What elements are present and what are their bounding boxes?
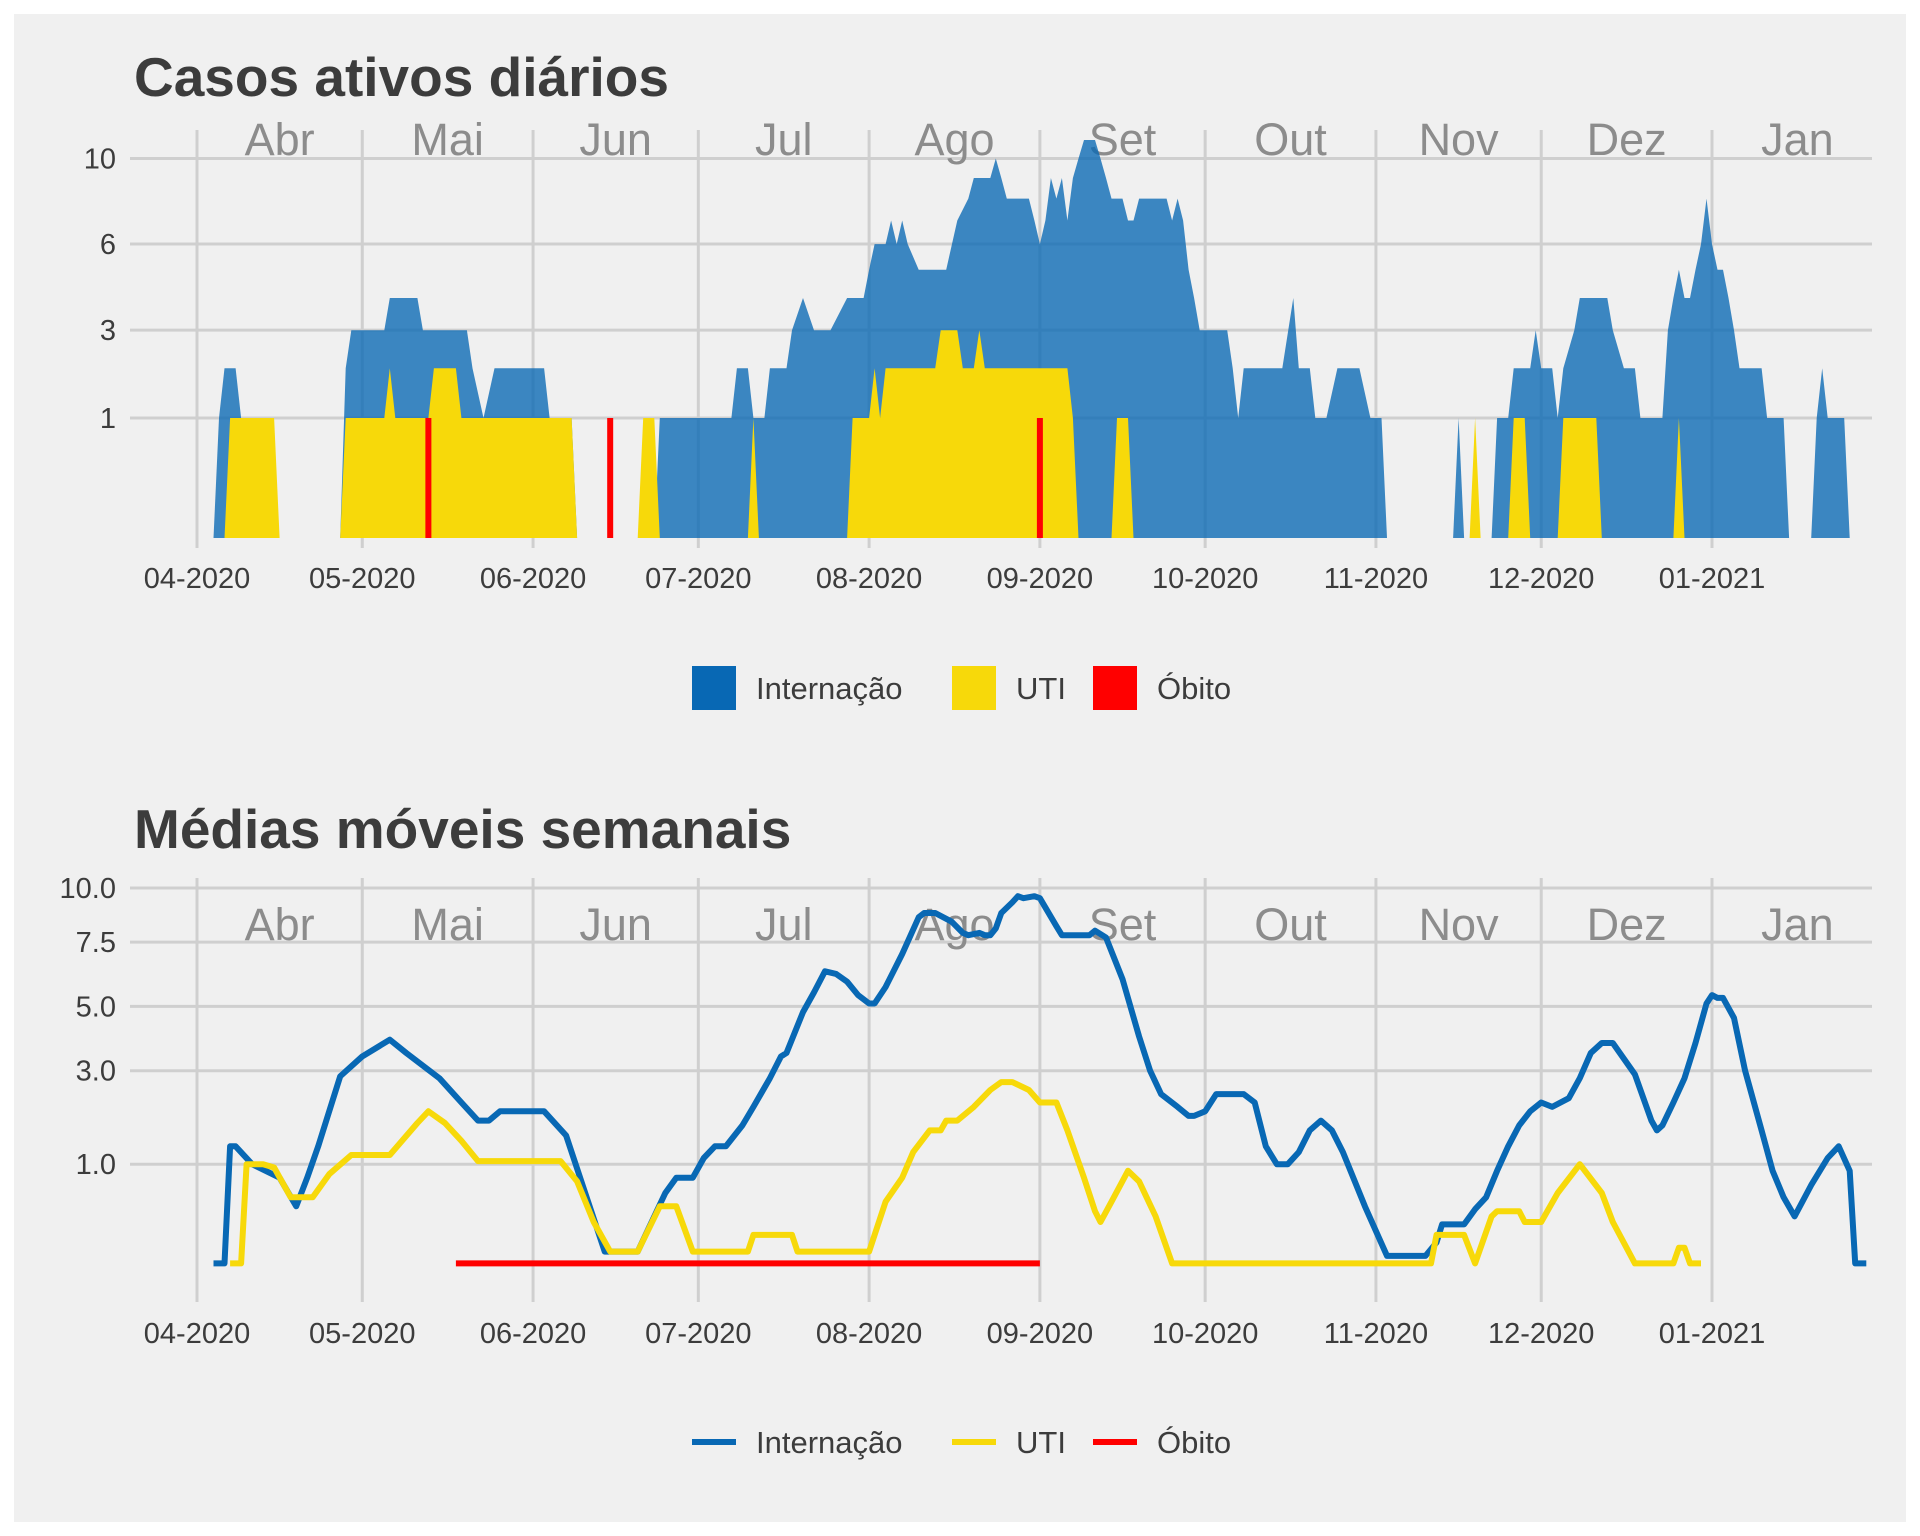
month-label: Abr <box>245 899 315 950</box>
series-uti-area <box>1508 418 1531 538</box>
x-tick-label: 01-2021 <box>1659 563 1765 595</box>
month-label: Dez <box>1587 114 1667 165</box>
chart-panel-weekly: Médias móveis semanais Abr Mai Jun Jul Ago Se… <box>60 798 1872 1460</box>
legend-label: Internação <box>756 1425 903 1460</box>
legend: Internação UTI Óbito <box>692 1425 1231 1460</box>
month-label: Dez <box>1587 899 1667 950</box>
chart-title: Casos ativos diários <box>134 46 669 108</box>
series-obito-bar <box>607 417 614 538</box>
x-tick-label: 10-2020 <box>1152 563 1258 595</box>
series-uti-area <box>747 418 759 538</box>
x-tick-label: 06-2020 <box>480 563 586 595</box>
chart-title: Médias móveis semanais <box>134 798 791 860</box>
month-labels: Abr Mai Jun Jul Ago Set Out Nov Dez Jan <box>245 114 1834 165</box>
series-uti-area <box>1469 418 1481 538</box>
legend-swatch <box>1093 666 1137 710</box>
series-internacao-area <box>1811 368 1850 538</box>
y-tick-labels: 1.0 3.0 5.0 7.5 10.0 <box>60 873 116 1181</box>
y-tick-label: 6 <box>100 229 116 261</box>
month-label: Mai <box>411 899 484 950</box>
series-uti-line <box>230 1079 1701 1267</box>
x-tick-labels: 04-2020 05-2020 06-2020 07-2020 08-2020 09-20… <box>144 1318 1765 1350</box>
series-internacao-area <box>654 140 1387 538</box>
month-label: Jun <box>579 114 652 165</box>
series-uti-area <box>224 418 280 538</box>
x-tick-label: 07-2020 <box>645 1318 751 1350</box>
x-tick-label: 10-2020 <box>1152 1318 1258 1350</box>
x-tick-label: 08-2020 <box>816 1318 922 1350</box>
y-tick-label: 3.0 <box>76 1056 116 1088</box>
month-labels: Abr Mai Jun Jul Ago Set Out Nov Dez Jan <box>245 899 1834 950</box>
y-tick-label: 7.5 <box>76 927 116 959</box>
series-obito-bar <box>425 417 432 538</box>
month-label: Set <box>1089 899 1157 950</box>
x-tick-label: 05-2020 <box>309 563 415 595</box>
y-tick-label: 10 <box>84 144 116 176</box>
month-label: Out <box>1254 114 1327 165</box>
x-tick-label: 09-2020 <box>987 563 1093 595</box>
month-label: Jul <box>755 114 813 165</box>
x-tick-label: 12-2020 <box>1488 1318 1594 1350</box>
x-tick-label: 09-2020 <box>987 1318 1093 1350</box>
legend-label: UTI <box>1016 671 1066 706</box>
y-tick-label: 5.0 <box>76 991 116 1023</box>
x-tick-labels: 04-2020 05-2020 06-2020 07-2020 08-2020 09-20… <box>144 563 1765 595</box>
y-tick-label: 3 <box>100 315 116 347</box>
legend-label: Óbito <box>1157 671 1231 706</box>
legend-item-obito: Óbito <box>1093 666 1231 710</box>
legend-item-internacao: Internação <box>692 666 903 710</box>
area-series <box>213 140 1850 538</box>
legend-item-obito: Óbito <box>1093 1425 1231 1460</box>
y-tick-label: 10.0 <box>60 873 116 905</box>
y-tick-label: 1 <box>100 403 116 435</box>
y-tick-labels: 1 3 6 10 <box>84 144 116 435</box>
series-uti-area <box>847 330 1079 538</box>
y-tick-label: 1.0 <box>76 1149 116 1181</box>
legend-swatch <box>692 666 736 710</box>
series-internacao-area <box>1453 418 1465 538</box>
month-label: Jan <box>1761 114 1834 165</box>
x-tick-label: 04-2020 <box>144 1318 250 1350</box>
x-tick-label: 08-2020 <box>816 563 922 595</box>
month-label: Mai <box>411 114 484 165</box>
line-series <box>213 893 1867 1267</box>
series-obito-bar <box>1036 417 1043 538</box>
month-label: Jun <box>579 899 652 950</box>
month-label: Abr <box>245 114 315 165</box>
x-tick-label: 06-2020 <box>480 1318 586 1350</box>
y-gridlines <box>130 886 1872 1166</box>
month-label: Set <box>1089 114 1157 165</box>
month-label: Jul <box>755 899 813 950</box>
series-uti-area <box>1673 418 1685 538</box>
legend-label: UTI <box>1016 1425 1066 1460</box>
month-label: Out <box>1254 899 1327 950</box>
x-tick-label: 01-2021 <box>1659 1318 1765 1350</box>
legend-item-internacao: Internação <box>692 1425 903 1460</box>
month-label: Ago <box>914 114 994 165</box>
legend-label: Internação <box>756 671 903 706</box>
legend-item-uti: UTI <box>952 1425 1066 1460</box>
legend-swatch <box>952 666 996 710</box>
legend: Internação UTI Óbito <box>692 666 1231 710</box>
x-tick-label: 07-2020 <box>645 563 751 595</box>
legend-item-uti: UTI <box>952 666 1066 710</box>
x-tick-label: 11-2020 <box>1324 1318 1428 1350</box>
series-internacao-line <box>213 893 1867 1267</box>
legend-label: Óbito <box>1157 1425 1231 1460</box>
series-uti-area <box>1111 418 1134 538</box>
series-uti-area <box>637 418 660 538</box>
x-tick-label: 12-2020 <box>1488 563 1594 595</box>
month-label: Nov <box>1419 899 1500 950</box>
series-uti-area <box>1557 418 1602 538</box>
series-uti-area <box>340 368 578 538</box>
month-label: Nov <box>1419 114 1500 165</box>
month-label: Jan <box>1761 899 1834 950</box>
x-tick-label: 11-2020 <box>1324 563 1428 595</box>
x-tick-label: 05-2020 <box>309 1318 415 1350</box>
x-tick-label: 04-2020 <box>144 563 250 595</box>
chart-panel-daily: Casos ativos diários Abr Mai Jun Jul Ago Set O… <box>84 46 1872 710</box>
